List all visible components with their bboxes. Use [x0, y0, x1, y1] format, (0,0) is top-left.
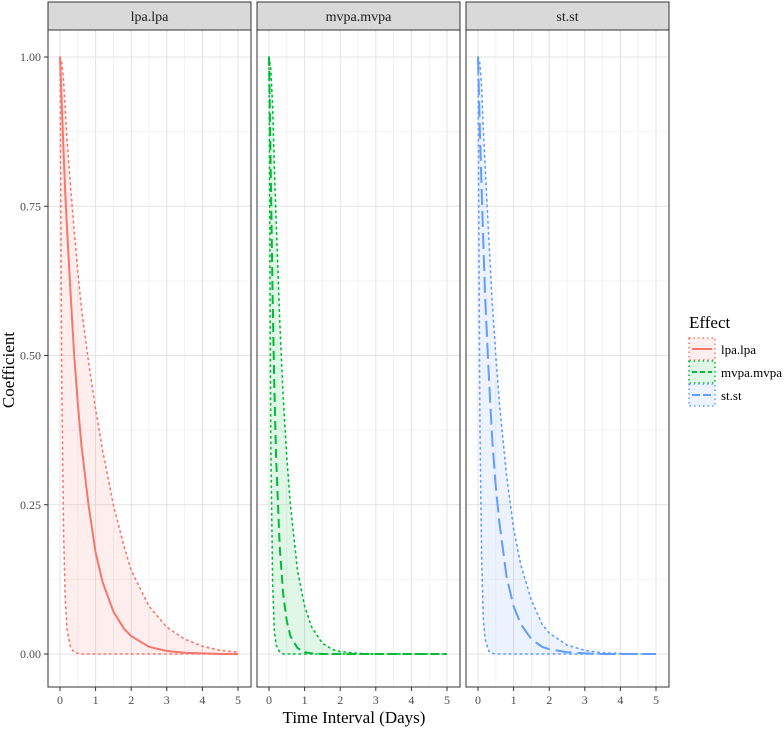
- facet-strip: [47, 1, 252, 31]
- upper-bound-line: [59, 56, 239, 653]
- panel-border: [465, 29, 670, 688]
- estimate-line: [59, 56, 238, 655]
- confidence-ribbon: [60, 57, 238, 654]
- x-tick-label: 2: [337, 693, 343, 707]
- x-tick-label: 3: [373, 693, 379, 707]
- x-tick-label: 4: [408, 693, 414, 707]
- lower-bound-line: [268, 56, 448, 655]
- y-axis-title: Coefficient: [0, 332, 18, 408]
- y-tick-label: 0.25: [20, 498, 41, 512]
- upper-bound-line: [477, 56, 657, 655]
- confidence-ribbon: [269, 57, 447, 654]
- facet-strip: [465, 1, 670, 31]
- legend-label: mvpa.mvpa: [721, 365, 782, 380]
- panel-border: [47, 29, 252, 688]
- estimate-line: [477, 56, 656, 655]
- x-tick-label: 1: [302, 693, 308, 707]
- x-tick-label: 3: [582, 693, 588, 707]
- x-tick-label: 0: [57, 693, 63, 707]
- legend-item-lpa-lpa: lpa.lpa: [688, 337, 756, 361]
- x-tick-label: 1: [93, 693, 99, 707]
- x-tick-label: 4: [199, 693, 205, 707]
- legend-item-st-st: st.st: [688, 383, 742, 407]
- x-tick-label: 1: [511, 693, 517, 707]
- x-tick-label: 3: [164, 693, 170, 707]
- x-tick-label: 5: [653, 693, 659, 707]
- x-tick-label: 4: [617, 693, 623, 707]
- estimate-line: [268, 56, 447, 655]
- y-tick-label: 0.50: [20, 349, 41, 363]
- x-tick-label: 2: [546, 693, 552, 707]
- panel-background: [466, 30, 669, 687]
- panels-layer: lpa.lpa 0 1 2 3 4 5 0.00 0.25 0.50 0.75 1.00 mvpa.mv…: [20, 1, 670, 707]
- x-tick-label: 0: [475, 693, 481, 707]
- lower-bound-line: [477, 56, 657, 655]
- facet-panel-st-st: st.st 0 1 2 3 4 5: [465, 1, 670, 707]
- facet-panel-lpa-lpa: lpa.lpa 0 1 2 3 4 5 0.00 0.25 0.50 0.75 1.00: [20, 1, 252, 707]
- x-tick-label: 5: [235, 693, 241, 707]
- x-tick-label: 5: [444, 693, 450, 707]
- facet-strip-label: st.st: [556, 10, 578, 25]
- legend-title: Effect: [689, 313, 730, 332]
- y-tick-label: 0.75: [20, 199, 41, 213]
- x-axis-title: Time Interval (Days): [283, 708, 426, 727]
- legend-item-mvpa-mvpa: mvpa.mvpa: [688, 360, 782, 384]
- x-tick-label: 0: [266, 693, 272, 707]
- panel-border: [256, 29, 461, 688]
- legend-label: st.st: [721, 388, 742, 403]
- legend-label: lpa.lpa: [721, 342, 756, 357]
- y-tick-label: 1.00: [20, 50, 41, 64]
- panel-background: [257, 30, 460, 687]
- facet-strip-label: lpa.lpa: [131, 10, 169, 25]
- legend: lpa.lpa mvpa.mvpa st.st: [688, 337, 782, 407]
- y-tick-label: 0.00: [20, 647, 41, 661]
- x-tick-label: 2: [128, 693, 134, 707]
- legend-key: [688, 383, 716, 407]
- facet-strip-label: mvpa.mvpa: [326, 10, 392, 25]
- confidence-ribbon: [478, 57, 656, 654]
- panel-background: [48, 30, 251, 687]
- facet-panel-mvpa-mvpa: mvpa.mvpa 0 1 2 3 4 5: [256, 1, 461, 707]
